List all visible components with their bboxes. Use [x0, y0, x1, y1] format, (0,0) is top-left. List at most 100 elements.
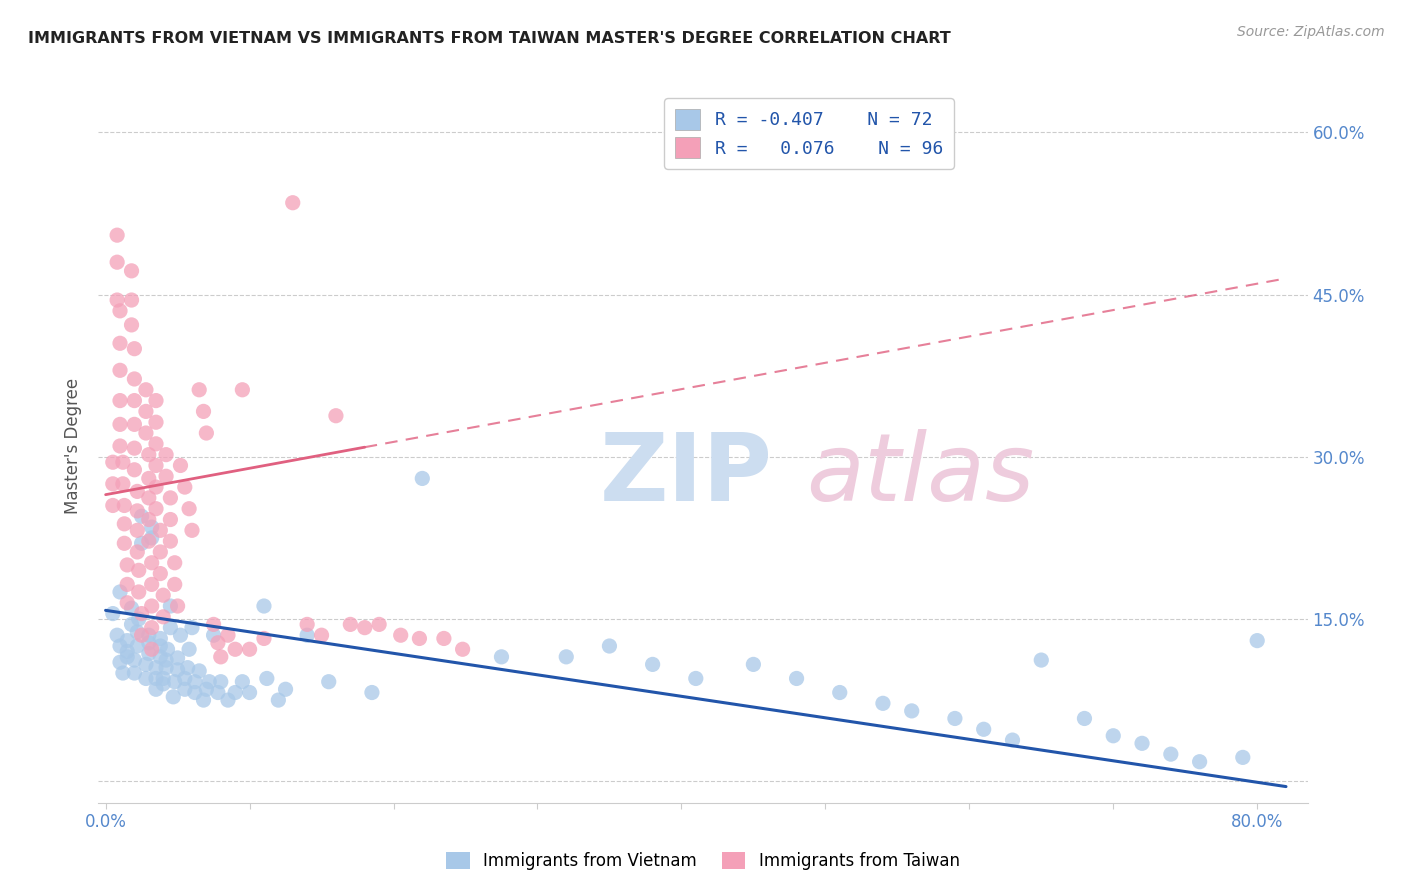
- Point: [181, 621, 204, 635]
- Text: atlas: atlas: [806, 429, 1033, 520]
- Point: [433, 632, 456, 646]
- Point: [138, 647, 160, 661]
- Point: [184, 674, 207, 689]
- Point: [209, 649, 232, 664]
- Point: [145, 393, 167, 408]
- Point: [138, 471, 160, 485]
- Point: [368, 617, 391, 632]
- Point: [152, 672, 174, 686]
- Point: [127, 484, 149, 499]
- Point: [135, 404, 157, 418]
- Point: [108, 303, 131, 318]
- Point: [162, 690, 184, 704]
- Point: [111, 666, 134, 681]
- Point: [101, 607, 124, 621]
- Point: [127, 524, 149, 538]
- Point: [173, 480, 195, 494]
- Point: [256, 672, 278, 686]
- Point: [555, 649, 578, 664]
- Text: Source: ZipAtlas.com: Source: ZipAtlas.com: [1237, 25, 1385, 39]
- Point: [108, 336, 131, 351]
- Point: [155, 448, 177, 462]
- Point: [339, 617, 361, 632]
- Point: [138, 448, 160, 462]
- Point: [121, 264, 143, 278]
- Point: [181, 524, 204, 538]
- Point: [124, 441, 146, 455]
- Point: [138, 628, 160, 642]
- Point: [1130, 736, 1153, 750]
- Point: [155, 469, 177, 483]
- Point: [159, 621, 181, 635]
- Point: [105, 228, 128, 243]
- Point: [127, 545, 149, 559]
- Point: [131, 509, 153, 524]
- Point: [231, 383, 253, 397]
- Point: [389, 628, 412, 642]
- Point: [128, 563, 150, 577]
- Point: [121, 293, 143, 307]
- Point: [361, 685, 384, 699]
- Point: [239, 642, 262, 657]
- Point: [152, 677, 174, 691]
- Point: [1246, 633, 1268, 648]
- Point: [115, 596, 138, 610]
- Point: [318, 674, 340, 689]
- Point: [900, 704, 922, 718]
- Point: [176, 660, 198, 674]
- Point: [108, 585, 131, 599]
- Point: [141, 556, 163, 570]
- Point: [195, 682, 218, 697]
- Point: [325, 409, 347, 423]
- Point: [202, 628, 225, 642]
- Point: [145, 458, 167, 473]
- Point: [149, 639, 172, 653]
- Point: [108, 439, 131, 453]
- Point: [179, 501, 201, 516]
- Point: [267, 693, 290, 707]
- Point: [112, 516, 135, 531]
- Point: [124, 463, 146, 477]
- Point: [173, 672, 195, 686]
- Point: [131, 536, 153, 550]
- Point: [111, 455, 134, 469]
- Point: [198, 674, 221, 689]
- Point: [108, 363, 131, 377]
- Point: [155, 660, 177, 674]
- Point: [152, 610, 174, 624]
- Point: [135, 657, 157, 672]
- Point: [115, 633, 138, 648]
- Point: [138, 534, 160, 549]
- Point: [141, 520, 163, 534]
- Point: [195, 425, 218, 440]
- Point: [173, 682, 195, 697]
- Point: [112, 536, 135, 550]
- Point: [491, 649, 513, 664]
- Point: [127, 504, 149, 518]
- Point: [217, 628, 239, 642]
- Point: [207, 685, 229, 699]
- Point: [1160, 747, 1182, 761]
- Point: [124, 393, 146, 408]
- Point: [141, 531, 163, 545]
- Point: [295, 628, 318, 642]
- Point: [1102, 729, 1125, 743]
- Point: [166, 663, 188, 677]
- Point: [1073, 711, 1095, 725]
- Point: [1232, 750, 1254, 764]
- Point: [141, 599, 163, 613]
- Point: [179, 642, 201, 657]
- Point: [451, 642, 474, 657]
- Point: [131, 628, 153, 642]
- Point: [108, 655, 131, 669]
- Point: [121, 318, 143, 332]
- Point: [127, 639, 149, 653]
- Point: [124, 653, 146, 667]
- Point: [193, 404, 215, 418]
- Point: [145, 437, 167, 451]
- Point: [149, 524, 172, 538]
- Point: [101, 499, 124, 513]
- Point: [411, 471, 433, 485]
- Point: [193, 693, 215, 707]
- Point: [115, 577, 138, 591]
